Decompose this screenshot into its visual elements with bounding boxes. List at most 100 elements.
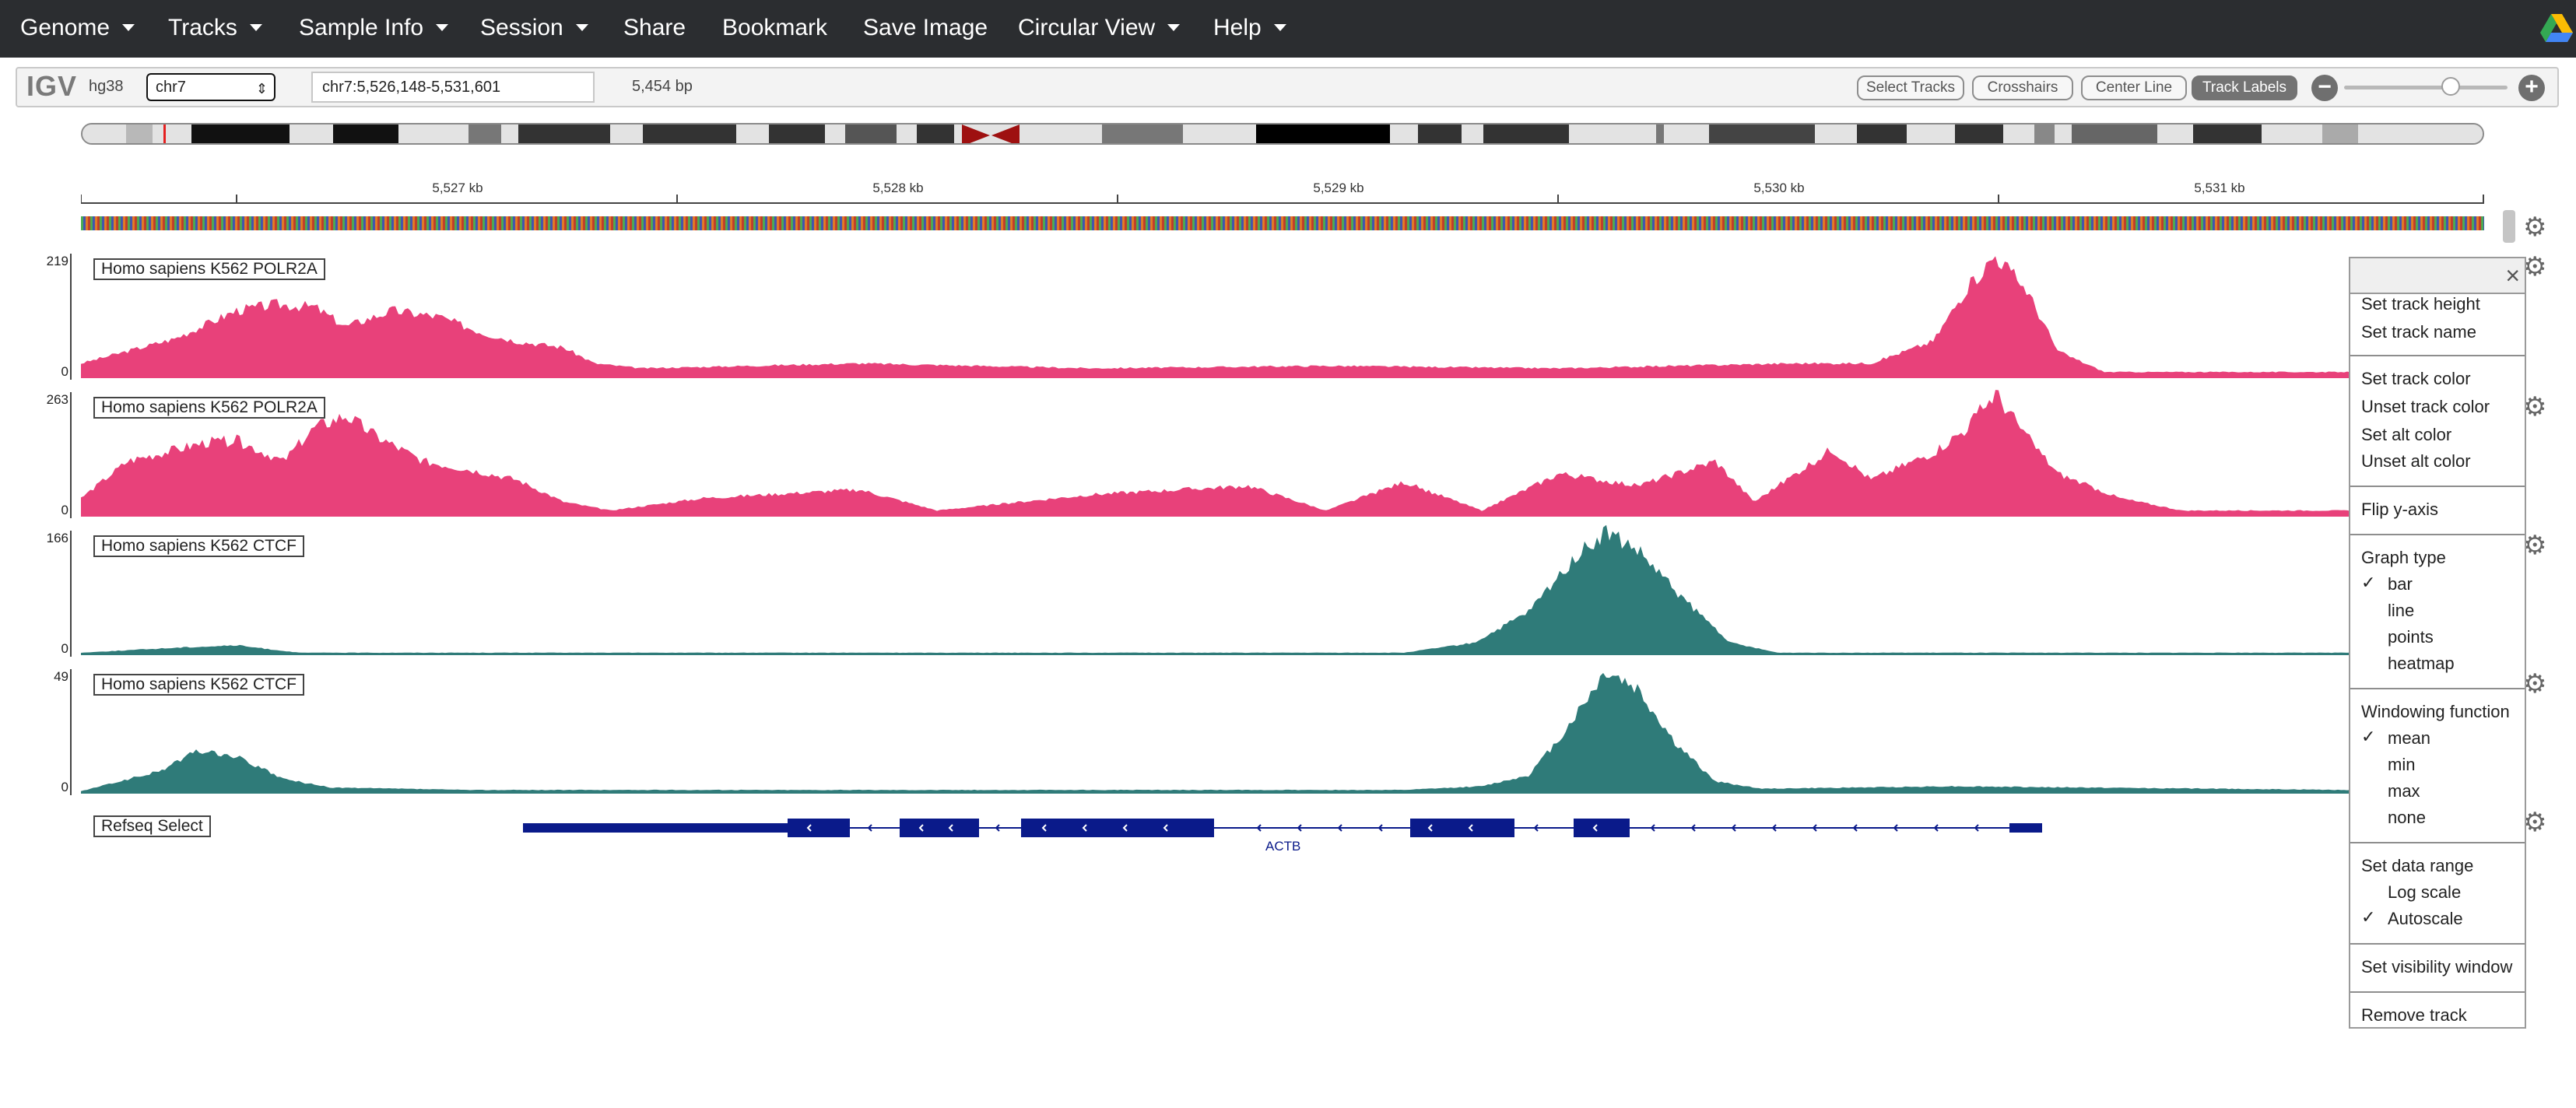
menu-item-flip-y-axis[interactable]: Flip y-axis: [2361, 500, 2439, 519]
polr2a-track-2-signal[interactable]: [81, 386, 2350, 520]
menu-item-window-min[interactable]: min: [2388, 755, 2416, 774]
menu-item-set-alt-color[interactable]: Set alt color: [2361, 425, 2452, 444]
google-drive-icon[interactable]: [2540, 14, 2573, 44]
menu-item-window-max[interactable]: max: [2388, 781, 2420, 801]
zoom-out-icon[interactable]: −: [2311, 75, 2338, 101]
gear-icon[interactable]: ⚙: [2523, 392, 2547, 422]
crosshairs-button[interactable]: Crosshairs: [1972, 75, 2073, 100]
menu-item-unset-alt-color[interactable]: Unset alt color: [2361, 451, 2471, 471]
track-name-label[interactable]: Refseq Select: [93, 815, 211, 837]
menu-item-set-track-name[interactable]: Set track name: [2361, 322, 2476, 342]
track-axis: [70, 254, 72, 380]
ctcf-track-2-signal[interactable]: [81, 663, 2350, 797]
caret-down-icon: [575, 23, 588, 31]
menu-item-graph-heatmap[interactable]: heatmap: [2388, 654, 2455, 673]
signal-area: [81, 256, 2350, 378]
menu-item-set-track-height[interactable]: Set track height: [2361, 294, 2480, 314]
menu-heading-windowing-function: Windowing function: [2361, 702, 2510, 721]
track-name-label[interactable]: Homo sapiens K562 CTCF: [93, 674, 304, 696]
menu-session[interactable]: Session: [480, 0, 588, 58]
polr2a-track-1-signal[interactable]: [81, 247, 2350, 381]
zoom-slider[interactable]: [2344, 86, 2508, 89]
signal-area: [81, 524, 2350, 655]
caret-down-icon: [122, 23, 135, 31]
select-arrows-icon: ⇕: [255, 81, 268, 96]
menu-tracks[interactable]: Tracks: [168, 0, 262, 58]
menu-genome[interactable]: Genome: [20, 0, 135, 58]
ruler-tick-label: 5,531 kb: [2194, 181, 2245, 195]
menu-help[interactable]: Help: [1213, 0, 1286, 58]
signal-area: [81, 672, 2350, 794]
track-name-label[interactable]: Homo sapiens K562 POLR2A: [93, 258, 325, 280]
axis-max-label: 166: [46, 531, 68, 545]
menu-item-graph-line[interactable]: line: [2388, 601, 2415, 620]
center-line-button[interactable]: Center Line: [2081, 75, 2187, 100]
top-navbar: Genome Tracks Sample Info Session Share …: [0, 0, 2576, 58]
window-size-label: 5,454 bp: [632, 78, 693, 95]
chromosome-ideogram[interactable]: [81, 123, 2484, 145]
menu-save-image[interactable]: Save Image: [863, 15, 988, 40]
zoom-in-icon[interactable]: +: [2518, 75, 2545, 101]
axis-min-label: 0: [61, 364, 68, 379]
zoom-slider-thumb[interactable]: [2441, 77, 2460, 96]
ruler-tick-label: 5,529 kb: [1313, 181, 1364, 195]
menu-item-set-data-range[interactable]: Set data range: [2361, 856, 2474, 875]
menu-genome-label: Genome: [20, 15, 111, 40]
menu-item-remove-track[interactable]: Remove track: [2361, 1005, 2467, 1025]
menu-item-window-none[interactable]: none: [2388, 808, 2426, 827]
gear-icon[interactable]: ⚙: [2523, 252, 2547, 282]
gear-icon[interactable]: ⚙: [2523, 531, 2547, 560]
caret-down-icon: [1167, 23, 1181, 31]
menu-item-autoscale[interactable]: Autoscale: [2388, 909, 2463, 928]
checkmark-icon: ✓: [2361, 573, 2376, 592]
menu-divider: [2350, 486, 2525, 487]
ruler-axis: [81, 195, 2484, 204]
ruler-tick-label: 5,530 kb: [1753, 181, 1805, 195]
menu-circular-view[interactable]: Circular View: [1018, 0, 1181, 58]
menu-item-set-visibility-window[interactable]: Set visibility window: [2361, 957, 2513, 977]
track-labels-button[interactable]: Track Labels: [2192, 75, 2297, 100]
menu-divider: [2350, 991, 2525, 993]
igv-logo: IGV: [26, 70, 78, 102]
menu-divider: [2350, 355, 2525, 356]
close-icon[interactable]: ×: [2505, 261, 2520, 289]
menu-item-unset-track-color[interactable]: Unset track color: [2361, 397, 2490, 416]
gear-icon[interactable]: ⚙: [2523, 808, 2547, 837]
track-axis: [70, 392, 72, 518]
menu-help-label: Help: [1213, 15, 1262, 40]
ruler-tick-label: 5,527 kb: [432, 181, 483, 195]
menu-item-graph-points[interactable]: points: [2388, 627, 2434, 647]
menu-item-log-scale[interactable]: Log scale: [2388, 882, 2462, 902]
gene-name-label[interactable]: ACTB: [1265, 839, 1301, 854]
track-axis: [70, 531, 72, 657]
menu-divider: [2350, 842, 2525, 843]
menu-divider: [2350, 688, 2525, 689]
chromosome-value: chr7: [156, 79, 186, 96]
locus-input[interactable]: chr7:5,526,148-5,531,601: [311, 72, 595, 103]
signal-area: [81, 390, 2350, 517]
ruler-tick-label: 5,528 kb: [872, 181, 924, 195]
menu-item-set-track-color[interactable]: Set track color: [2361, 369, 2471, 388]
chromosome-select[interactable]: chr7 ⇕: [146, 73, 275, 101]
menu-item-graph-bar[interactable]: bar: [2388, 574, 2413, 594]
track-name-label[interactable]: Homo sapiens K562 CTCF: [93, 535, 304, 557]
menu-bookmark[interactable]: Bookmark: [722, 15, 828, 40]
actb-gene-model[interactable]: [81, 809, 2350, 840]
menu-share[interactable]: Share: [623, 15, 686, 40]
position-ruler: 5,527 kb 5,528 kb 5,529 kb 5,530 kb 5,53…: [81, 171, 2484, 204]
track-name-label[interactable]: Homo sapiens K562 POLR2A: [93, 397, 325, 419]
menu-header: ×: [2350, 258, 2525, 294]
menu-item-window-mean[interactable]: mean: [2388, 728, 2431, 748]
gear-icon[interactable]: ⚙: [2523, 669, 2547, 699]
menu-sample-info[interactable]: Sample Info: [299, 0, 449, 58]
sequence-scroll-handle[interactable]: [2503, 210, 2515, 243]
axis-min-label: 0: [61, 641, 68, 656]
ctcf-track-1-signal[interactable]: [81, 524, 2350, 658]
caret-down-icon: [1273, 23, 1286, 31]
menu-session-label: Session: [480, 15, 563, 40]
gear-icon[interactable]: ⚙: [2523, 212, 2547, 242]
axis-max-label: 49: [54, 669, 68, 684]
select-tracks-button[interactable]: Select Tracks: [1857, 75, 1964, 100]
genome-label: hg38: [89, 78, 124, 95]
axis-max-label: 219: [46, 254, 68, 268]
